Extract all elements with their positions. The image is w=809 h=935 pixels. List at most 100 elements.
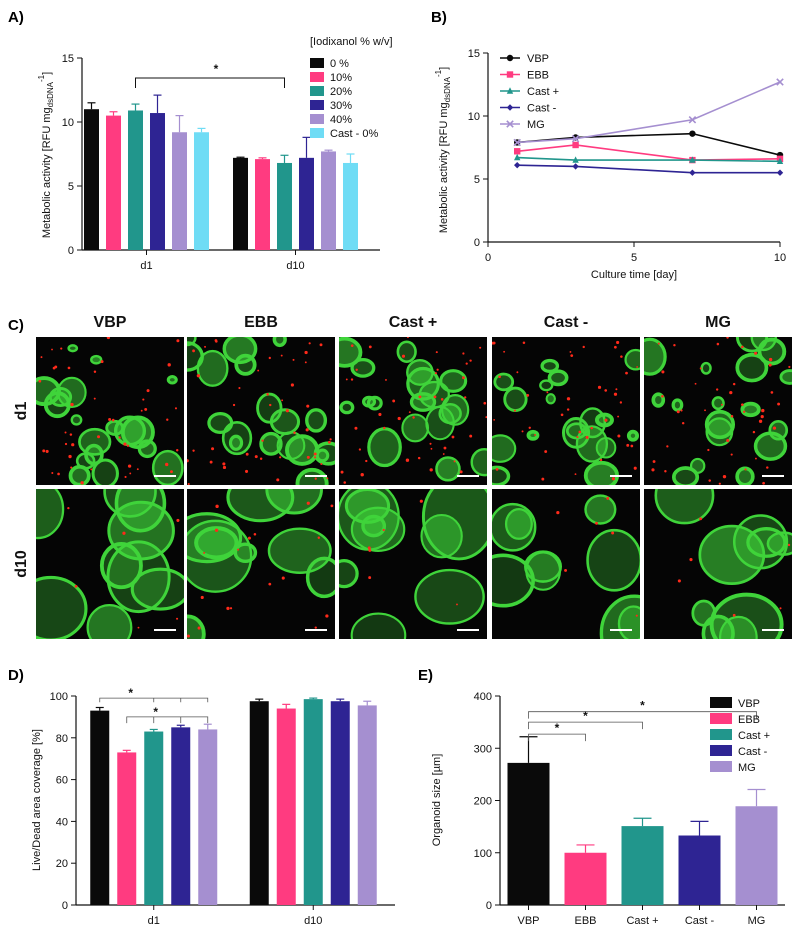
dead-cell: [52, 366, 56, 370]
dead-cell: [689, 557, 693, 562]
dead-cell: [626, 443, 630, 447]
organoid: [779, 369, 792, 385]
dead-cell: [787, 543, 791, 547]
organoid: [234, 353, 257, 376]
dead-cell: [760, 415, 764, 419]
organoid: [367, 427, 402, 468]
dead-cell: [708, 479, 711, 482]
dead-cell: [290, 383, 294, 387]
dead-cell: [51, 348, 53, 351]
data-point: [506, 104, 514, 111]
dead-cell: [604, 418, 608, 422]
organoid: [740, 401, 761, 418]
dead-cell: [590, 426, 593, 430]
dead-cell: [166, 418, 169, 421]
dead-cell: [772, 426, 777, 430]
x-tick-label: EBB: [574, 915, 596, 927]
dead-cell: [257, 369, 260, 372]
significance-bracket-ticks: [153, 698, 182, 703]
dead-cell: [358, 448, 362, 451]
organoid: [91, 458, 119, 485]
dead-cell: [175, 448, 179, 452]
dead-cell: [615, 388, 618, 391]
panel-e-ylabel: Organoid size [µm]: [431, 754, 443, 847]
dead-cell: [200, 595, 204, 600]
dead-cell: [368, 548, 372, 552]
dead-cell: [578, 430, 582, 434]
dead-cell: [281, 399, 284, 402]
x-tick-label: d10: [304, 915, 322, 927]
dead-cell: [777, 402, 781, 406]
dead-cell: [613, 345, 617, 349]
data-point: [514, 161, 521, 169]
dead-cell: [635, 614, 638, 617]
organoid: [86, 603, 133, 639]
dead-cell: [462, 352, 465, 355]
dead-cell: [766, 466, 769, 469]
dead-cell: [469, 434, 473, 438]
dead-cell: [57, 472, 60, 476]
dead-cell: [401, 354, 406, 358]
dead-cell: [64, 442, 68, 446]
micrograph-content: [492, 340, 640, 485]
dead-cell: [729, 391, 733, 395]
dead-cell: [419, 499, 423, 503]
data-point: [506, 71, 514, 78]
dead-cell: [616, 340, 620, 345]
dead-cell: [434, 372, 437, 375]
dead-cell: [570, 354, 574, 358]
y-tick-label: 10: [468, 111, 480, 123]
legend-swatch: [310, 100, 324, 110]
organoid: [617, 605, 640, 639]
dead-cell: [293, 431, 296, 434]
panel-b-letter: B): [431, 9, 447, 26]
dead-cell: [433, 395, 437, 399]
dead-cell: [625, 371, 628, 375]
legend-swatch: [710, 729, 732, 740]
dead-cell: [493, 418, 496, 421]
series-line: [517, 81, 781, 144]
dead-cell: [673, 344, 676, 347]
x-tick-label: d1: [140, 260, 152, 272]
panel-d-ylabel: Live/Dead area coverage [%]: [31, 729, 43, 871]
dead-cell: [174, 407, 178, 410]
dead-cell: [582, 345, 585, 349]
y-tick-label: 40: [56, 816, 68, 828]
significance-star: *: [583, 709, 588, 723]
dead-cell: [664, 470, 667, 473]
dead-cell: [694, 382, 697, 385]
dead-cell: [788, 365, 791, 369]
legend-swatch: [310, 86, 324, 96]
dead-cell: [443, 446, 447, 450]
dead-cell: [585, 435, 589, 439]
legend-swatch: [710, 713, 732, 724]
dead-cell: [345, 378, 348, 381]
dead-cell: [280, 354, 283, 357]
dead-cell: [456, 603, 458, 606]
dead-cell: [367, 546, 371, 550]
dead-cell: [308, 342, 311, 345]
dead-cell: [541, 477, 545, 481]
micrograph-tile: [644, 337, 792, 485]
dead-cell: [211, 447, 215, 451]
significance-star: *: [153, 705, 158, 719]
dead-cell: [365, 459, 368, 463]
legend-label: Cast -: [738, 746, 768, 758]
x-tick-label: Cast +: [626, 915, 658, 927]
organoid: [315, 448, 330, 463]
organoid: [526, 429, 540, 441]
dead-cell: [465, 362, 468, 365]
micrograph-tile: [339, 489, 487, 639]
dead-cell: [129, 472, 132, 475]
bar: [194, 132, 209, 250]
organoid: [409, 392, 437, 412]
dead-cell: [343, 481, 347, 484]
dead-cell: [64, 431, 67, 434]
bar: [621, 826, 664, 905]
dead-cell: [435, 351, 438, 354]
dead-cell: [317, 536, 321, 539]
data-point: [776, 78, 784, 86]
dead-cell: [716, 342, 720, 346]
legend-swatch: [710, 761, 732, 772]
x-tick-label: 0: [485, 252, 491, 264]
